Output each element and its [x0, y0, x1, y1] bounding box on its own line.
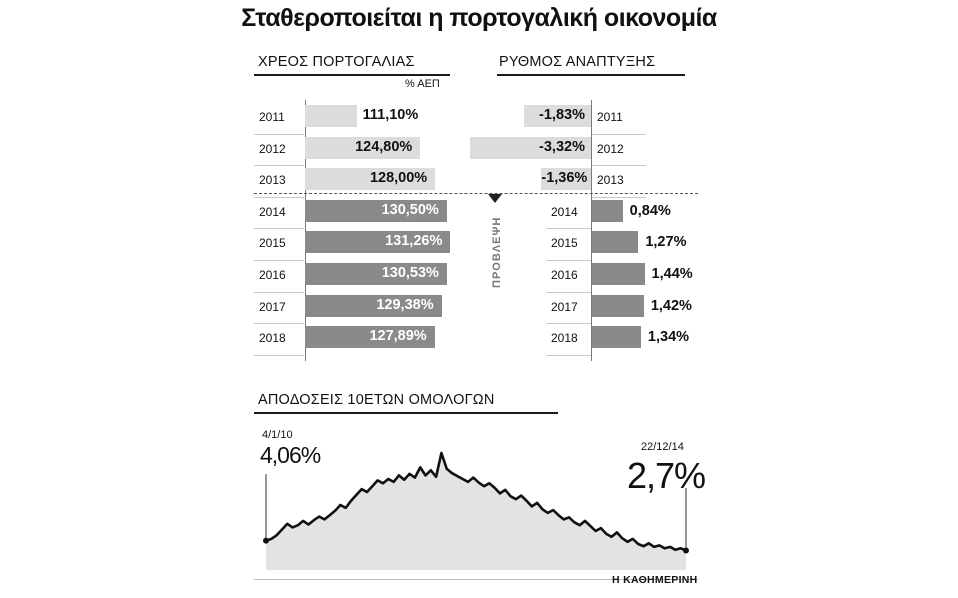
debt-value-label: 127,89% — [369, 328, 427, 345]
bond-yield-line — [265, 451, 687, 552]
growth-value-label: 1,42% — [650, 297, 692, 314]
debt-value-label: 128,00% — [369, 170, 428, 187]
debt-row-separator — [254, 228, 304, 230]
debt-value-label: 124,80% — [355, 138, 413, 155]
bond-chart-title: ΑΠΟΔΟΣΕΙΣ 10ΕΤΩΝ ΟΜΟΛΟΓΩΝ — [258, 392, 495, 408]
debt-value-label: 130,50% — [381, 201, 439, 218]
bond-start-point — [263, 537, 269, 544]
debt-year-label: 2015 — [259, 236, 286, 251]
debt-value-label: 131,26% — [385, 233, 443, 250]
growth-bar — [469, 136, 591, 159]
debt-bar — [305, 136, 421, 159]
growth-row-separator — [546, 228, 591, 230]
debt-chart-title: ΧΡΕΟΣ ΠΟΡΤΟΓΑΛΙΑΣ — [258, 54, 415, 70]
debt-year-label: 2016 — [259, 268, 286, 282]
growth-bar — [592, 263, 645, 285]
growth-bar — [592, 231, 639, 254]
debt-year-label: 2017 — [259, 299, 286, 314]
forecast-arrow-icon — [488, 194, 502, 203]
debt-bar — [305, 231, 451, 254]
growth-row-separator — [546, 354, 591, 356]
debt-value-label: 129,38% — [376, 296, 434, 313]
growth-bar — [592, 294, 644, 317]
debt-bar — [305, 105, 357, 127]
bond-end-date: 22/12/14 — [641, 441, 684, 453]
growth-axis — [591, 100, 592, 361]
growth-year-label: 2013 — [597, 173, 624, 188]
growth-chart-title: ΡΥΘΜΟΣ ΑΝΑΠΤΥΞΗΣ — [499, 54, 656, 70]
debt-year-label: 2014 — [259, 204, 286, 219]
debt-row-separator — [254, 196, 304, 198]
debt-year-label: 2018 — [259, 331, 286, 346]
debt-title-rule — [254, 74, 450, 76]
growth-year-label: 2015 — [551, 236, 578, 251]
growth-year-label: 2014 — [551, 204, 578, 219]
growth-row-separator — [592, 196, 646, 198]
debt-row-separator — [254, 133, 304, 135]
growth-bar — [592, 199, 623, 222]
growth-value-label: 1,34% — [647, 329, 690, 346]
debt-bar — [305, 168, 436, 191]
growth-year-label: 2012 — [597, 141, 624, 156]
debt-axis — [305, 100, 306, 361]
debt-bar — [305, 263, 447, 285]
growth-year-label: 2017 — [551, 299, 578, 314]
credit-label: Η ΚΑΘΗΜΕΡΙΝΗ — [612, 574, 698, 586]
growth-bar — [524, 105, 591, 127]
debt-year-label: 2013 — [259, 173, 286, 188]
bond-start-date: 4/1/10 — [262, 429, 293, 441]
bond-title-rule — [254, 412, 558, 414]
growth-value-label: 1,27% — [645, 234, 687, 251]
debt-year-label: 2011 — [259, 110, 285, 124]
growth-value-label: 0,84% — [629, 202, 671, 219]
growth-year-label: 2011 — [597, 110, 623, 124]
debt-value-label: 111,10% — [362, 107, 419, 123]
debt-year-label: 2012 — [259, 141, 286, 156]
growth-year-label: 2016 — [551, 268, 578, 282]
growth-bar — [592, 326, 641, 349]
growth-row-separator — [546, 291, 591, 293]
growth-value-label: -1,36% — [541, 170, 588, 187]
bond-end-point — [683, 547, 689, 554]
bond-end-value: 2,7% — [627, 455, 706, 496]
debt-row-separator — [254, 354, 304, 356]
bond-area-fill — [266, 453, 686, 570]
growth-value-label: 1,44% — [651, 266, 693, 282]
growth-title-rule — [497, 74, 685, 76]
growth-value-label: -1,83% — [539, 107, 585, 123]
debt-bar — [305, 199, 447, 222]
growth-row-separator — [592, 165, 646, 167]
bond-start-value: 4,06% — [260, 442, 321, 468]
growth-value-label: -3,32% — [539, 138, 585, 155]
debt-row-separator — [254, 323, 304, 325]
debt-row-separator — [254, 165, 304, 167]
debt-row-separator — [254, 291, 304, 293]
debt-unit-label: % ΑΕΠ — [405, 78, 440, 90]
page-title: Σταθεροποιείται η πορτογαλική οικονομία — [241, 4, 717, 32]
bottom-rule — [254, 579, 698, 580]
growth-row-separator — [546, 323, 591, 325]
growth-row-separator — [546, 260, 591, 261]
bond-area-chart — [263, 451, 689, 570]
growth-bar — [541, 168, 591, 191]
debt-value-label: 130,53% — [381, 265, 439, 281]
debt-row-separator — [254, 260, 304, 261]
debt-bar — [305, 326, 435, 349]
forecast-divider — [254, 193, 698, 194]
growth-year-label: 2018 — [551, 331, 578, 346]
forecast-label: ΠΡΟΒΛΕΨΗ — [491, 216, 503, 288]
debt-bar — [305, 294, 442, 317]
growth-row-separator — [592, 133, 646, 135]
